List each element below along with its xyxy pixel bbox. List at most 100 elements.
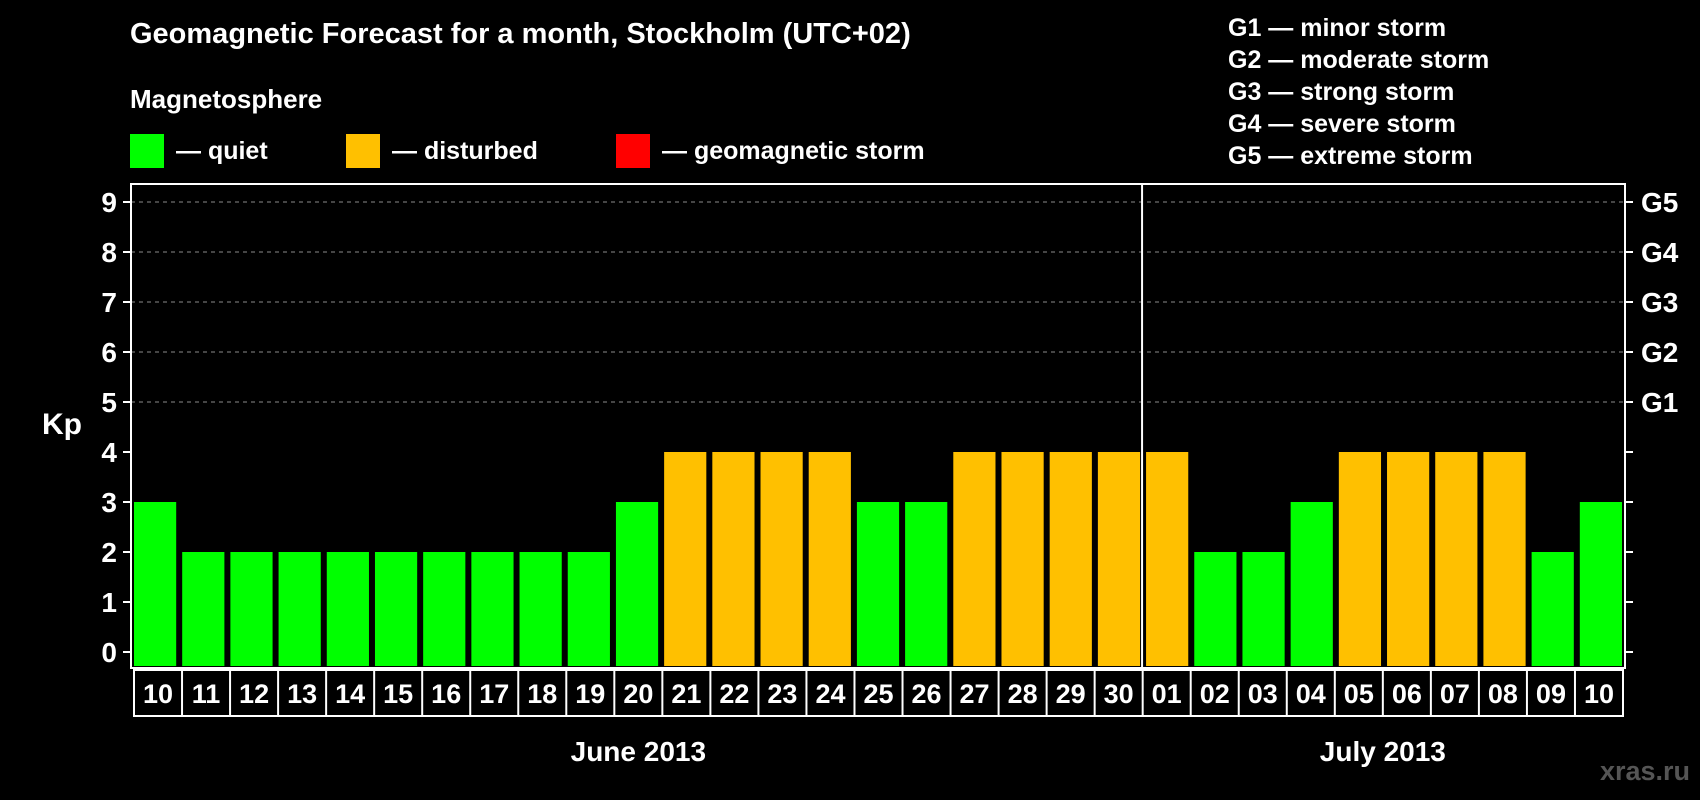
x-tick-label: 02	[1200, 679, 1230, 709]
x-tick-label: 30	[1104, 679, 1134, 709]
x-tick-label: 29	[1056, 679, 1086, 709]
bar-day-15	[856, 502, 900, 666]
bar-day-17	[953, 452, 996, 666]
bar-day-18	[1001, 452, 1044, 666]
legend-storm-swatch	[616, 134, 650, 168]
x-tick-label: 10	[1584, 679, 1614, 709]
bar-day-27	[1435, 452, 1478, 666]
x-tick-label: 27	[960, 679, 990, 709]
date-strip	[133, 669, 1624, 717]
bar-day-4	[326, 552, 369, 666]
x-tick-label: 23	[767, 679, 797, 709]
legend-disturbed-swatch	[346, 134, 380, 168]
legend-storm-label: — geomagnetic storm	[662, 136, 925, 165]
x-tick-label: 18	[527, 679, 557, 709]
month-label-july: July 2013	[1319, 736, 1446, 767]
x-tick-label: 11	[192, 679, 221, 709]
right-axis-label: G2	[1641, 337, 1678, 368]
legend-storm: — geomagnetic storm	[616, 134, 925, 168]
bar-day-0	[134, 502, 177, 666]
legend-quiet-swatch	[130, 134, 164, 168]
x-tick-label: 06	[1392, 679, 1422, 709]
x-tick-label: 14	[335, 679, 365, 709]
x-tick-label: 25	[863, 679, 893, 709]
bar-day-11	[664, 452, 707, 666]
x-tick-label: 17	[479, 679, 509, 709]
x-tick-label: 08	[1488, 679, 1518, 709]
bar-day-13	[760, 452, 803, 666]
right-axis-label: G1	[1641, 387, 1678, 418]
legend-quiet-label: — quiet	[176, 136, 268, 165]
y-tick-label: 2	[101, 537, 117, 568]
bar-day-9	[567, 552, 610, 666]
bar-day-28	[1483, 452, 1526, 666]
x-tick-label: 05	[1344, 679, 1374, 709]
bar-day-23	[1242, 552, 1285, 666]
x-tick-label: 20	[623, 679, 653, 709]
storm-legend-g5: G5 — extreme storm	[1228, 142, 1473, 170]
y-tick-label: 9	[101, 187, 117, 218]
right-axis-label: G4	[1641, 237, 1679, 268]
x-tick-label: 04	[1296, 679, 1326, 709]
bar-day-14	[808, 452, 851, 666]
x-tick-label: 12	[239, 679, 269, 709]
bar-day-1	[182, 552, 225, 666]
x-tick-label: 01	[1152, 679, 1182, 709]
storm-legend-g3: G3 — strong storm	[1228, 78, 1455, 106]
y-tick-label: 1	[101, 587, 117, 618]
right-axis-label: G5	[1641, 187, 1678, 218]
legend-quiet: — quiet	[130, 134, 268, 168]
bar-day-26	[1387, 452, 1430, 666]
x-tick-label: 09	[1536, 679, 1566, 709]
storm-scale-legend: G1 — minor storm G2 — moderate storm G3 …	[1228, 12, 1489, 172]
y-tick-label: 4	[101, 437, 117, 468]
bar-day-12	[712, 452, 755, 666]
x-tick-label: 24	[815, 679, 845, 709]
bar-day-22	[1194, 552, 1237, 666]
right-axis-label: G3	[1641, 287, 1678, 318]
y-axis-label: Kp	[42, 408, 82, 441]
bar-day-19	[1049, 452, 1092, 666]
storm-legend-g2: G2 — moderate storm	[1228, 46, 1490, 74]
storm-legend-g4: G4 — severe storm	[1228, 110, 1456, 138]
legend-disturbed-label: — disturbed	[392, 136, 538, 165]
storm-legend-g1: G1 — minor storm	[1228, 14, 1447, 42]
x-tick-label: 10	[143, 679, 173, 709]
x-tick-label: 28	[1008, 679, 1038, 709]
bar-day-3	[278, 552, 321, 666]
month-label-june: June 2013	[570, 736, 707, 767]
x-tick-label: 21	[671, 679, 701, 709]
bar-day-21	[1146, 452, 1189, 666]
bar-day-30	[1579, 502, 1622, 666]
x-tick-label: 13	[287, 679, 317, 709]
bar-day-8	[519, 552, 562, 666]
x-tick-label: 03	[1248, 679, 1278, 709]
bar-day-10	[615, 502, 659, 666]
bar-day-24	[1290, 502, 1333, 666]
bar-day-6	[423, 552, 466, 666]
x-tick-label: 16	[431, 679, 461, 709]
watermark: xras.ru	[1599, 756, 1690, 786]
bar-day-20	[1097, 452, 1141, 666]
x-tick-label: 26	[912, 679, 942, 709]
y-tick-label: 5	[101, 387, 117, 418]
chart-title: Geomagnetic Forecast for a month, Stockh…	[130, 18, 911, 50]
x-tick-label: 15	[383, 679, 413, 709]
x-tick-label: 19	[575, 679, 605, 709]
bar-day-5	[374, 552, 418, 666]
y-tick-label: 6	[101, 337, 117, 368]
bar-day-25	[1338, 452, 1382, 666]
y-tick-label: 3	[101, 487, 117, 518]
bar-day-16	[905, 502, 948, 666]
y-tick-label: 0	[101, 637, 117, 668]
legend-disturbed: — disturbed	[346, 134, 538, 168]
x-tick-label: 07	[1440, 679, 1470, 709]
y-tick-label: 7	[101, 287, 117, 318]
x-tick-label: 22	[719, 679, 749, 709]
y-tick-label: 8	[101, 237, 117, 268]
bar-day-2	[230, 552, 273, 666]
plot-frame	[130, 183, 1626, 669]
legend-title: Magnetosphere	[130, 84, 323, 114]
bar-day-29	[1531, 552, 1574, 666]
